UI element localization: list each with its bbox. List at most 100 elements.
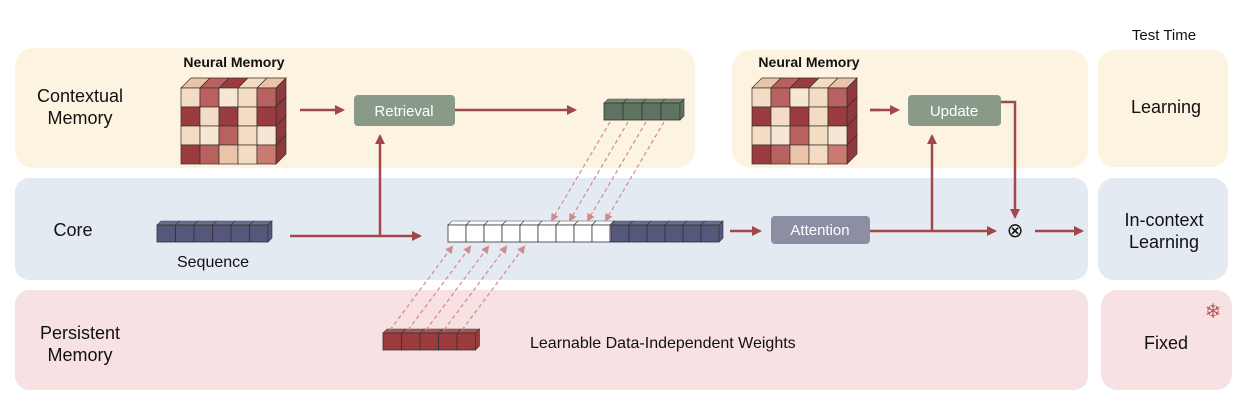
token [519, 224, 539, 243]
memory-cell [827, 106, 848, 127]
sequence-tokens-in-context [610, 220, 724, 243]
memory-cell [808, 125, 829, 146]
memory-cell [180, 144, 201, 165]
token [483, 224, 503, 243]
token [465, 224, 485, 243]
token [447, 224, 467, 243]
token [212, 224, 232, 243]
memory-cell [827, 144, 848, 165]
neural-memory-cube-left [180, 77, 287, 165]
test-time-header: Test Time [1132, 27, 1196, 44]
memory-cell [770, 106, 791, 127]
token [249, 224, 269, 243]
fixed-label: Fixed [1144, 333, 1188, 353]
retrieval-label: Retrieval [374, 103, 433, 120]
sequence-label: Sequence [177, 254, 249, 271]
memory-cell [827, 125, 848, 146]
token [193, 224, 213, 243]
test-time-learning-cell [1098, 50, 1228, 167]
token [501, 224, 521, 243]
token [438, 332, 458, 351]
attention-block: Attention [771, 216, 870, 244]
in-context-label: In-context [1124, 210, 1203, 230]
in-context-label-2: Learning [1129, 232, 1199, 252]
memory-cell [199, 144, 220, 165]
dashed-connector-retrieved [568, 121, 629, 222]
memory-cell [218, 144, 239, 165]
dashed-connector-persistent [443, 245, 508, 331]
memory-cell [808, 87, 829, 108]
update-block: Update [908, 95, 1001, 126]
memory-cell [770, 144, 791, 165]
dashed-connector-persistent [407, 245, 472, 331]
memory-cell [237, 87, 258, 108]
memory-cell [237, 106, 258, 127]
token [230, 224, 250, 243]
memory-cell [789, 106, 810, 127]
memory-cell [180, 87, 201, 108]
retrieval-block: Retrieval [354, 95, 455, 126]
sequence-tokens [156, 220, 273, 243]
token [175, 224, 195, 243]
memory-cell [218, 87, 239, 108]
token [419, 332, 439, 351]
token [641, 102, 662, 121]
dashed-connector-retrieved [604, 121, 665, 222]
snowflake-icon: ❄ [1205, 301, 1222, 323]
token [401, 332, 421, 351]
memory-cell [180, 125, 201, 146]
arrow-update-to-multiply [1001, 100, 1020, 219]
token [456, 332, 476, 351]
memory-cell [199, 87, 220, 108]
learning-label: Learning [1131, 97, 1201, 117]
token [646, 224, 666, 243]
dashed-connector-persistent [461, 245, 526, 331]
token [664, 224, 684, 243]
memory-cell [256, 106, 277, 127]
persistent-memory-label-2: Memory [47, 345, 112, 365]
retrieved-memory-tokens [603, 98, 685, 121]
dashed-connector-persistent [425, 245, 490, 331]
memory-cell [218, 125, 239, 146]
memory-cell [180, 106, 201, 127]
memory-cell [199, 125, 220, 146]
token [603, 102, 624, 121]
persistent-memory-label: Persistent [40, 323, 120, 343]
weights-label: Learnable Data-Independent Weights [530, 335, 796, 352]
memory-cell [789, 144, 810, 165]
contextual-memory-label-2: Memory [47, 108, 112, 128]
persistent-memory-band [15, 290, 1088, 390]
token [382, 332, 402, 351]
memory-cell [789, 125, 810, 146]
dashed-connector-retrieved [586, 121, 647, 222]
memory-cell [199, 106, 220, 127]
memory-cell [256, 144, 277, 165]
retrieved-token-slots [447, 220, 615, 243]
token [660, 102, 681, 121]
memory-cell [237, 125, 258, 146]
neural-memory-title-left: Neural Memory [183, 54, 284, 70]
memory-cell [789, 87, 810, 108]
neural-memory-title-right: Neural Memory [758, 54, 859, 70]
token [622, 102, 643, 121]
memory-cell [770, 125, 791, 146]
multiply-operator-icon: ⊗ [1007, 220, 1024, 242]
token [537, 224, 557, 243]
memory-cell [770, 87, 791, 108]
dashed-connector-retrieved [550, 121, 611, 222]
test-time-incontext-cell [1098, 178, 1228, 280]
memory-cell [218, 106, 239, 127]
memory-cell [808, 144, 829, 165]
memory-cell [827, 87, 848, 108]
token [156, 224, 176, 243]
token [591, 224, 611, 243]
neural-memory-cube-right [751, 77, 858, 165]
token [573, 224, 593, 243]
test-time-fixed-cell [1101, 290, 1232, 390]
contextual-memory-label: Contextual [37, 86, 123, 106]
token [628, 224, 648, 243]
memory-cell [751, 144, 772, 165]
token [610, 224, 630, 243]
attention-label: Attention [790, 222, 849, 239]
